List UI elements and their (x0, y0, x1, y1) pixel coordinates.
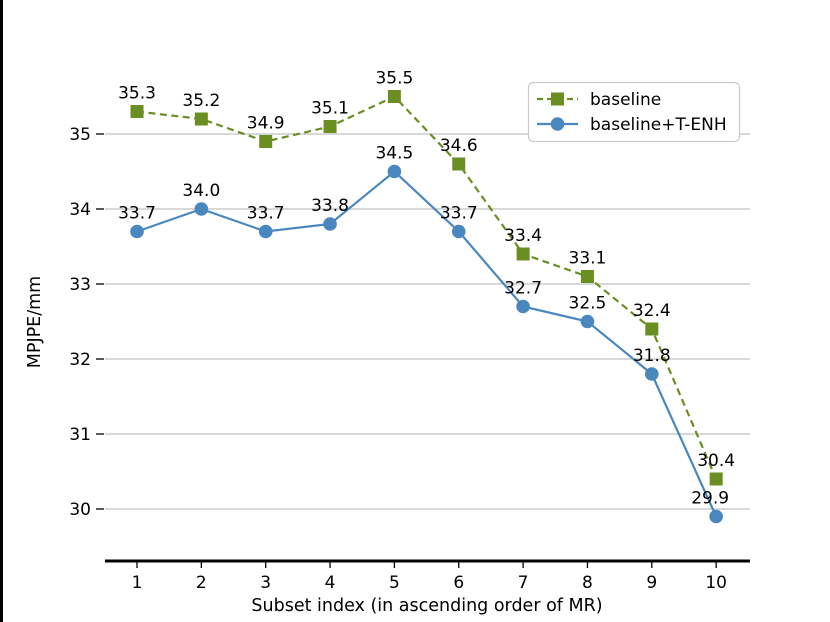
marker-square (323, 120, 337, 133)
y-tick-label-32: 32 (69, 350, 91, 370)
axes: Subset index (in ascending order of MR) … (25, 125, 750, 616)
marker-square (259, 135, 273, 148)
value-label: 32.5 (569, 294, 607, 314)
value-label: 32.4 (633, 301, 671, 321)
x-tick-label-1: 1 (132, 573, 143, 593)
value-label: 32.7 (504, 279, 542, 299)
value-label: 34.0 (182, 181, 220, 201)
y-tick-label-33: 33 (69, 275, 91, 295)
value-label: 33.7 (247, 204, 285, 224)
y-tick-label-30: 30 (69, 500, 91, 520)
value-label: 35.2 (182, 91, 220, 111)
x-tick-label-7: 7 (518, 573, 529, 593)
series-line-baseline (136, 95, 718, 480)
legend-box (527, 81, 741, 143)
value-label: 34.9 (247, 114, 285, 134)
marker-circle (709, 509, 723, 524)
value-label: 33.1 (569, 249, 607, 269)
x-tick-label-8: 8 (582, 573, 593, 593)
y-tick-label-34: 34 (69, 200, 91, 220)
marker-circle (323, 217, 337, 231)
x-tick-label-6: 6 (453, 573, 464, 593)
value-label: 30.4 (697, 451, 735, 471)
marker-circle (258, 224, 273, 239)
legend-label-baseline: baseline (590, 90, 661, 110)
marker-circle (194, 202, 209, 216)
value-label: 33.7 (440, 204, 478, 224)
marker-square (130, 105, 144, 118)
x-tick-label-5: 5 (389, 573, 400, 593)
x-tick-label-4: 4 (325, 573, 336, 593)
marker-square (452, 157, 466, 171)
x-tick-label-9: 9 (646, 573, 657, 593)
legend-sample-circle (550, 117, 565, 131)
x-axis-label: Subset index (in ascending order of MR) (251, 596, 602, 616)
y-tick-label-31: 31 (69, 425, 91, 445)
legend-sample-square (551, 92, 564, 106)
marker-square (580, 270, 594, 283)
x-tick-label-3: 3 (260, 573, 271, 593)
legend-samples (537, 92, 578, 131)
legend-label-baseline-t-enh: baseline+T-ENH (590, 115, 727, 135)
y-axis-label: MPJPE/mm (25, 276, 45, 368)
value-label: 33.4 (504, 226, 542, 246)
y-tick-label-35: 35 (69, 125, 91, 145)
series-layer: 35.3 35.2 34.9 35.1 35.5 34.6 33.4 33.1 32.4 30.4… (118, 69, 735, 524)
value-label: 34.6 (440, 136, 478, 156)
legend: baseline baseline+T-ENH (527, 81, 741, 143)
marker-circle (130, 224, 144, 239)
value-label: 34.5 (375, 144, 413, 164)
value-label: 29.9 (691, 489, 729, 509)
x-tick-label-2: 2 (196, 573, 207, 593)
marker-square (194, 112, 208, 126)
value-label: 33.8 (311, 196, 349, 216)
marker-square (516, 247, 530, 261)
marker-square (709, 472, 723, 486)
value-label: 35.1 (311, 99, 349, 119)
marker-circle (580, 314, 595, 329)
marker-square (645, 322, 659, 336)
gridlines (105, 133, 750, 510)
x-tick-label-10: 10 (705, 573, 727, 593)
marker-square (387, 90, 401, 103)
value-label: 35.5 (375, 69, 413, 89)
left-border-line (0, 0, 3, 622)
value-label: 31.8 (633, 346, 671, 366)
marker-circle (516, 299, 530, 314)
marker-circle (451, 224, 466, 239)
value-label: 35.3 (118, 84, 156, 104)
value-label: 33.7 (118, 204, 156, 224)
marker-circle (387, 164, 402, 179)
marker-circle (645, 367, 659, 381)
series-line-baseline-t-enh (136, 170, 718, 517)
